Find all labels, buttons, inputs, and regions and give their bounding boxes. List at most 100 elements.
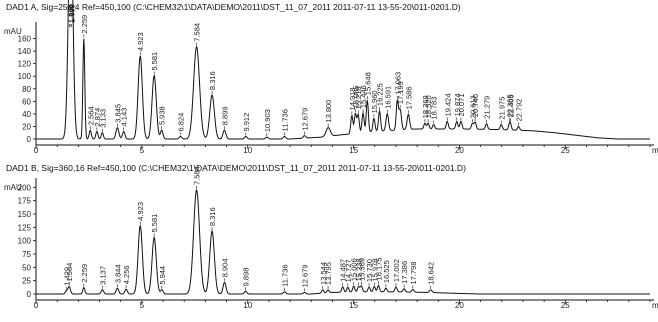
x-tick-label: 25 — [561, 301, 570, 310]
peak-label: 17.586 — [404, 86, 413, 109]
peak-label: 8.316 — [208, 71, 217, 90]
signal-trace — [36, 0, 650, 140]
y-tick-label: 75 — [22, 250, 31, 259]
peak-label: 4.256 — [122, 265, 131, 284]
peak-label: 15.648 — [363, 72, 372, 95]
peak-label: 13.795 — [324, 262, 333, 285]
y-tick-label: 100 — [18, 72, 32, 81]
y-tick-label: 120 — [18, 60, 32, 69]
peak-label: 21.279 — [483, 96, 492, 119]
x-tick-label: 0 — [34, 146, 39, 155]
y-tick-label: 100 — [18, 237, 32, 246]
peak-label: 1.564 — [65, 263, 74, 282]
x-tick-label: 15 — [349, 146, 358, 155]
y-tick-label: 200 — [18, 183, 32, 192]
peak-label: 16.225 — [376, 83, 385, 106]
y-tick-label: 0 — [27, 135, 32, 144]
peak-label: 8.316 — [208, 207, 217, 226]
x-tick-label: 5 — [140, 301, 145, 310]
y-tick-label: 60 — [22, 97, 31, 106]
peak-label: 5.938 — [158, 106, 167, 125]
peak-label: 17.798 — [409, 262, 418, 285]
y-tick-label: 150 — [18, 210, 32, 219]
peak-label: 17.199 — [396, 81, 405, 104]
peak-label: 2.259 — [80, 15, 89, 34]
peak-label: 20.071 — [457, 93, 466, 116]
peak-label: 15.006 — [350, 258, 359, 281]
peak-label: 16.525 — [382, 260, 391, 283]
peak-label: 22.792 — [515, 99, 524, 122]
peak-label: 19.874 — [453, 93, 462, 116]
y-tick-label: 25 — [22, 277, 31, 286]
peak-label: 5.581 — [150, 52, 159, 71]
peak-label: 14.727 — [344, 259, 353, 282]
peak-label: 1.429 — [62, 267, 71, 286]
peak-label: 3.137 — [98, 266, 107, 285]
peak-label: 7.584 — [193, 23, 202, 42]
peak-label: 4.923 — [136, 202, 145, 221]
peak-label: 8.904 — [221, 258, 230, 277]
y-tick-label: 140 — [18, 47, 32, 56]
peak-label: 1.588 — [66, 4, 75, 23]
y-tick-label: 40 — [22, 110, 31, 119]
peak-label: 4.923 — [136, 32, 145, 51]
peak-label: 15.978 — [370, 259, 379, 282]
y-tick-label: 125 — [18, 223, 32, 232]
peak-label: 1.669 — [67, 4, 76, 23]
peak-label: 20.613 — [468, 95, 477, 118]
peak-label: 3.845 — [113, 104, 122, 123]
peak-label: 14.918 — [348, 87, 357, 110]
peak-label: 18.520 — [424, 95, 433, 118]
peak-label: 9.898 — [242, 268, 251, 287]
x-tick-label: 10 — [243, 301, 252, 310]
peak-label: 15.960 — [370, 90, 379, 113]
peak-label: 7.584 — [193, 166, 202, 185]
peak-label: 18.369 — [421, 95, 430, 118]
peak-label: 5.944 — [158, 266, 167, 285]
peak-label: 16.175 — [374, 258, 383, 281]
panel-b-title: DAD1 B, Sig=360,16 Ref=450,100 (C:\CHEM3… — [6, 163, 466, 173]
peak-label: 21.975 — [497, 97, 506, 120]
peak-label: 15.218 — [354, 86, 363, 109]
x-tick-label: 0 — [34, 301, 39, 310]
y-tick-label: 80 — [22, 85, 31, 94]
peak-label: 15.369 — [357, 258, 366, 281]
peak-label: 2.259 — [80, 264, 89, 283]
peak-label: 12.679 — [300, 108, 309, 131]
peak-label: 11.736 — [280, 109, 289, 131]
peak-label: 14.487 — [339, 259, 348, 282]
peak-label: 8.899 — [220, 106, 229, 125]
x-tick-label: 20 — [455, 301, 464, 310]
y-axis-label: mAU — [4, 183, 22, 192]
peak-label: 17.386 — [400, 261, 409, 284]
peak-label: 9.912 — [242, 113, 251, 132]
y-tick-label: 175 — [18, 197, 32, 206]
peak-label: 22.405 — [506, 94, 515, 117]
y-tick-label: 50 — [22, 263, 31, 272]
peak-label: 2.564 — [86, 106, 95, 125]
peak-label: 19.424 — [443, 93, 452, 116]
peak-label: 18.642 — [427, 262, 436, 285]
peak-label: 15.238 — [355, 258, 364, 281]
x-tick-label: 20 — [455, 146, 464, 155]
peak-label: 1.648 — [67, 4, 76, 23]
peak-label: 13.544 — [319, 262, 328, 285]
signal-trace — [36, 189, 650, 295]
y-tick-label: 20 — [22, 122, 31, 131]
x-tick-label: 25 — [561, 146, 570, 155]
peak-label: 15.085 — [351, 85, 360, 108]
y-tick-label: 0 — [27, 290, 32, 299]
peak-label: 15.730 — [365, 259, 374, 282]
peak-label: 17.002 — [392, 259, 401, 282]
peak-label: 11.736 — [280, 264, 289, 286]
peak-label: 5.581 — [150, 214, 159, 233]
panel-a-title: DAD1 A, Sig=254,4 Ref=450,100 (C:\CHEM32… — [6, 2, 461, 12]
x-axis-unit: m — [652, 301, 658, 310]
peak-label: 2.874 — [93, 108, 102, 127]
x-tick-label: 10 — [243, 146, 252, 155]
peak-label: 17.063 — [393, 72, 402, 95]
peak-label: 22.365 — [506, 94, 515, 117]
